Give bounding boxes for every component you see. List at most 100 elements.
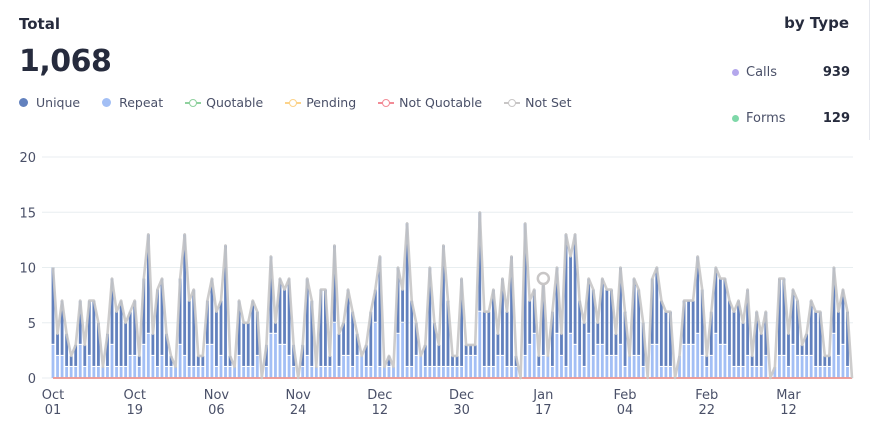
- bar-unique: [641, 322, 645, 366]
- bar-unique: [106, 333, 109, 366]
- bar-repeat: [469, 355, 473, 378]
- bar-unique: [469, 344, 473, 355]
- bar-unique: [428, 267, 432, 366]
- bar-unique: [728, 300, 731, 355]
- legend-item-not-quotable[interactable]: Not Quotable: [378, 95, 482, 110]
- bar-repeat: [614, 355, 618, 378]
- bar-repeat: [324, 366, 327, 378]
- bar-unique: [74, 344, 78, 366]
- legend-item-repeat[interactable]: Repeat: [102, 95, 163, 110]
- bar-repeat: [110, 344, 114, 378]
- bar-unique: [251, 300, 255, 366]
- bar-repeat: [532, 333, 536, 378]
- type-label: Forms: [746, 111, 786, 126]
- bar-repeat: [746, 355, 750, 378]
- bar-repeat: [600, 344, 604, 378]
- bar-unique: [460, 278, 463, 366]
- bar-repeat: [97, 366, 100, 378]
- y-tick-label: 20: [19, 151, 36, 166]
- bar-unique: [373, 289, 377, 322]
- bar-unique: [219, 300, 223, 355]
- bar-unique: [696, 256, 700, 333]
- bar-repeat: [587, 333, 591, 378]
- x-tick-day: 19: [126, 403, 143, 418]
- bar-unique: [328, 355, 332, 366]
- bar-unique: [178, 278, 182, 344]
- legend-item-quotable[interactable]: Quotable: [185, 95, 263, 110]
- bar-repeat: [678, 355, 681, 378]
- bar-unique: [442, 245, 445, 366]
- bar-repeat: [174, 366, 177, 378]
- bar-repeat: [373, 322, 377, 378]
- bar-repeat: [696, 333, 700, 378]
- bar-repeat: [215, 366, 218, 378]
- x-tick-day: 24: [290, 403, 307, 418]
- bar-repeat: [310, 366, 314, 378]
- bar-repeat: [541, 355, 545, 378]
- x-tick-day: 30: [453, 403, 470, 418]
- bar-unique: [528, 300, 532, 344]
- bar-repeat: [709, 355, 713, 378]
- bar-unique: [351, 311, 355, 366]
- bar-unique: [846, 311, 849, 366]
- bar-unique: [192, 289, 196, 366]
- bar-repeat: [560, 355, 563, 378]
- bar-unique: [787, 333, 790, 366]
- bar-repeat: [333, 322, 336, 378]
- bar-unique: [764, 311, 768, 355]
- bar-repeat: [778, 355, 781, 378]
- legend-item-unique[interactable]: Unique: [19, 95, 80, 110]
- bar-repeat: [432, 366, 436, 378]
- bar-repeat: [659, 366, 663, 378]
- bar-repeat: [378, 366, 382, 378]
- bar-unique: [305, 278, 309, 355]
- bar-unique: [187, 300, 191, 366]
- bar-unique: [482, 311, 486, 366]
- bar-repeat: [446, 366, 450, 378]
- bar-repeat: [187, 366, 191, 378]
- bar-unique: [414, 322, 418, 355]
- bar-repeat: [655, 344, 659, 378]
- bar-repeat: [714, 333, 718, 378]
- legend-item-not-set[interactable]: Not Set: [504, 95, 572, 110]
- bar-repeat: [610, 355, 613, 378]
- bar-unique: [124, 322, 128, 366]
- bar-unique: [333, 245, 336, 322]
- bar-repeat: [192, 366, 196, 378]
- bar-repeat: [641, 366, 645, 378]
- bar-repeat: [210, 344, 214, 378]
- bar-repeat: [314, 366, 318, 378]
- bar-repeat: [274, 333, 277, 378]
- bar-unique: [224, 245, 227, 366]
- bar-unique: [687, 300, 690, 344]
- bar-unique: [432, 322, 436, 366]
- bar-repeat: [101, 366, 105, 378]
- bar-repeat: [664, 366, 668, 378]
- bar-repeat: [737, 366, 740, 378]
- type-row-forms: Forms 129: [732, 111, 850, 126]
- x-tick-month: Dec: [367, 388, 392, 403]
- bar-repeat: [823, 366, 827, 378]
- y-tick-label: 0: [28, 372, 36, 387]
- bar-unique: [215, 311, 218, 366]
- bar-repeat: [115, 366, 118, 378]
- bar-unique: [600, 278, 604, 344]
- bar-unique: [473, 344, 477, 355]
- bar-unique: [146, 234, 150, 333]
- bar-unique: [714, 267, 718, 333]
- bar-unique: [396, 267, 400, 333]
- bar-repeat: [741, 366, 745, 378]
- legend-item-pending[interactable]: Pending: [285, 95, 356, 110]
- bar-unique: [723, 278, 727, 344]
- bar-repeat: [605, 355, 609, 378]
- bar-repeat: [569, 333, 572, 378]
- type-label: Calls: [746, 65, 778, 80]
- bar-repeat: [228, 366, 232, 378]
- x-tick-day: 22: [698, 403, 715, 418]
- bar-repeat: [578, 355, 582, 378]
- bar-unique: [119, 300, 123, 366]
- bar-unique: [709, 311, 713, 355]
- bar-repeat: [346, 355, 350, 378]
- bar-repeat: [682, 344, 686, 378]
- bar-repeat: [628, 355, 631, 378]
